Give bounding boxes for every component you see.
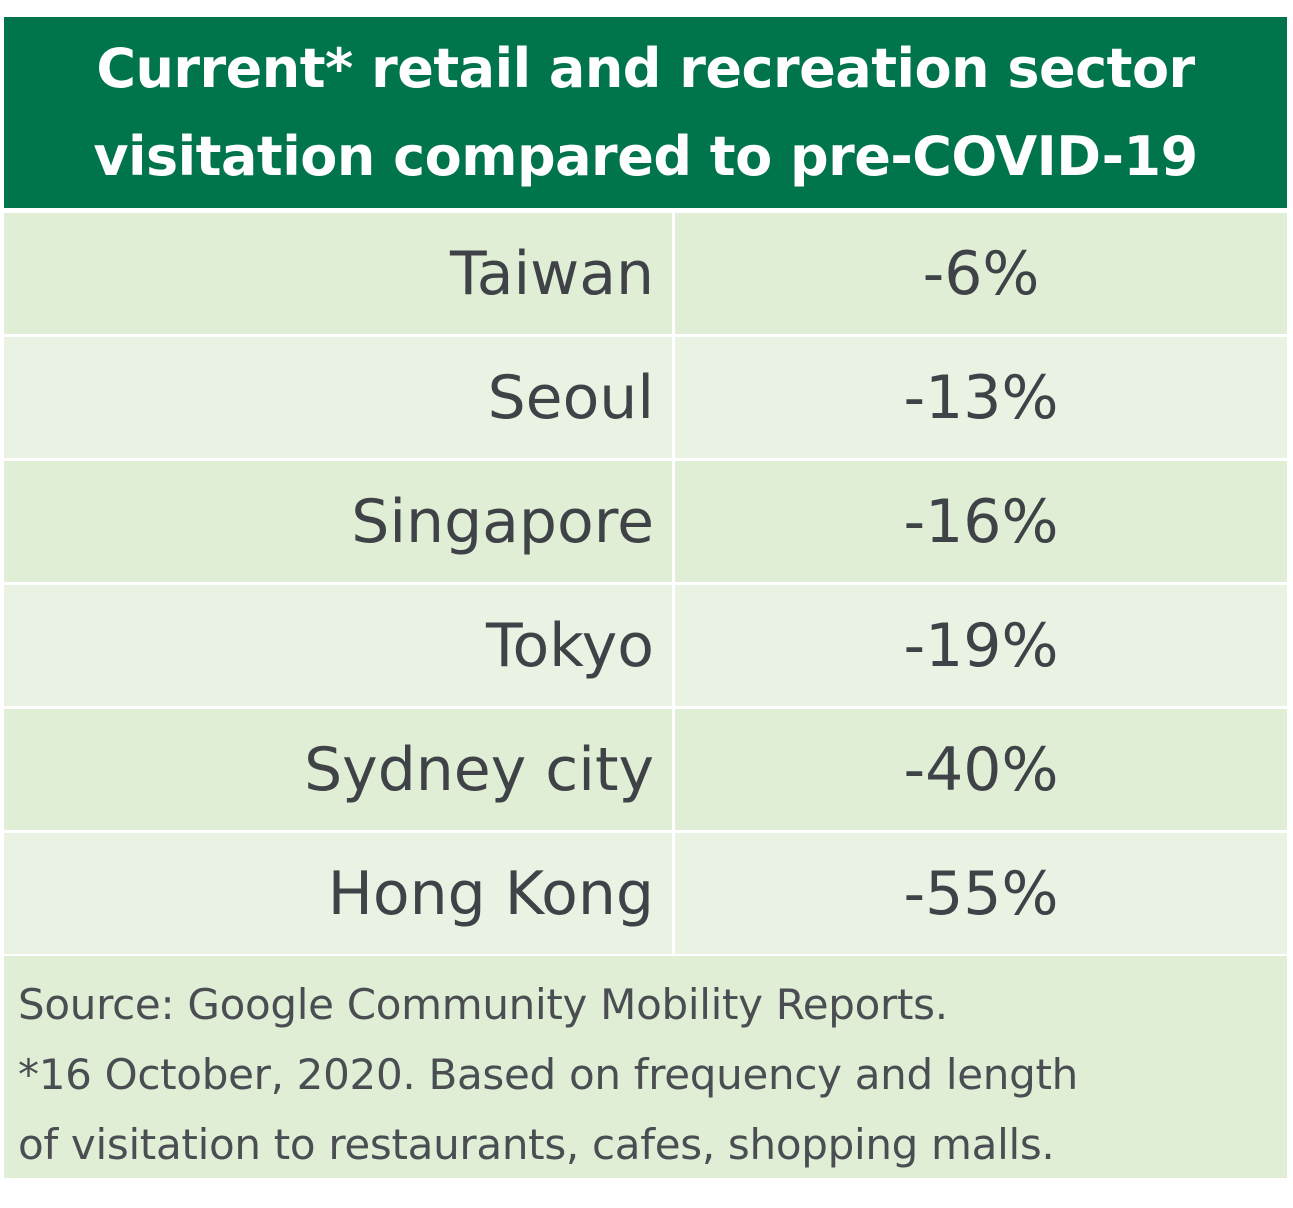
table-row: Singapore -16% — [4, 461, 1287, 582]
table-row: Tokyo -19% — [4, 585, 1287, 706]
city-cell: Seoul — [4, 337, 672, 458]
footnote-line-2: *16 October, 2020. Based on frequency an… — [18, 1050, 1078, 1099]
table-body: Taiwan -6% Seoul -13% Singapore -16% Tokyo -19%… — [4, 213, 1287, 957]
city-cell: Taiwan — [4, 213, 672, 334]
table-header: Current* retail and recreation sector vi… — [4, 17, 1287, 208]
city-cell: Singapore — [4, 461, 672, 582]
footnote-line-1: Source: Google Community Mobility Report… — [18, 980, 948, 1029]
value-cell: -40% — [675, 709, 1287, 830]
table-row: Seoul -13% — [4, 337, 1287, 458]
title-line-1: Current* retail and recreation sector — [96, 36, 1195, 100]
table-row: Sydney city -40% — [4, 709, 1287, 830]
value-cell: -19% — [675, 585, 1287, 706]
visitation-table: Current* retail and recreation sector vi… — [4, 17, 1287, 1178]
city-cell: Sydney city — [4, 709, 672, 830]
city-cell: Tokyo — [4, 585, 672, 706]
title-line-2: visitation compared to pre-COVID-19 — [93, 124, 1198, 188]
value-cell: -13% — [675, 337, 1287, 458]
table-footnote: Source: Google Community Mobility Report… — [4, 956, 1287, 1178]
city-cell: Hong Kong — [4, 833, 672, 954]
value-cell: -55% — [675, 833, 1287, 954]
footnote-line-3: of visitation to restaurants, cafes, sho… — [18, 1120, 1055, 1169]
value-cell: -16% — [675, 461, 1287, 582]
table-row: Taiwan -6% — [4, 213, 1287, 334]
value-cell: -6% — [675, 213, 1287, 334]
table-row: Hong Kong -55% — [4, 833, 1287, 954]
